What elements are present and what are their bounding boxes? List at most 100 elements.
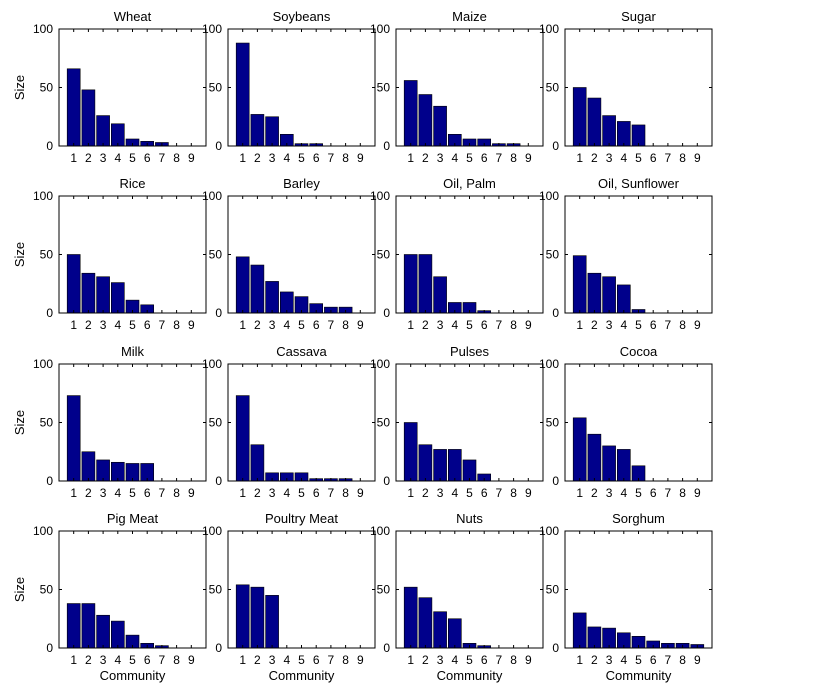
x-tick-label: 5 <box>298 486 305 500</box>
axes-box <box>58 195 207 314</box>
subplot-maize: Maize 1 2 3 4 5 6 7 8 9 0 50 100 <box>370 9 544 165</box>
x-tick-label: 9 <box>357 151 364 165</box>
x-tick-label: 7 <box>159 486 166 500</box>
y-tick-label: 100 <box>370 189 390 203</box>
chart-title: Soybeans <box>273 9 331 24</box>
bar <box>433 449 447 482</box>
x-tick-label: 8 <box>510 318 517 332</box>
x-tick-label: 9 <box>694 318 701 332</box>
x-axis-label: Community <box>606 668 672 683</box>
bar <box>81 89 96 147</box>
x-tick-label: 5 <box>129 318 136 332</box>
chart-title: Pulses <box>450 344 490 359</box>
x-tick-label: 8 <box>510 151 517 165</box>
x-tick-label: 1 <box>239 318 246 332</box>
y-tick-label: 100 <box>539 524 559 538</box>
bar <box>418 597 433 649</box>
y-tick-label: 100 <box>33 524 53 538</box>
y-tick-label: 0 <box>46 306 53 320</box>
x-tick-label: 2 <box>591 653 598 667</box>
bar <box>81 603 96 649</box>
x-tick-label: 5 <box>635 151 642 165</box>
y-tick-label: 50 <box>209 416 223 430</box>
x-tick-label: 4 <box>620 486 627 500</box>
bar <box>66 395 81 482</box>
x-tick-label: 7 <box>496 318 503 332</box>
chart-title: Cassava <box>276 344 327 359</box>
x-tick-label: 6 <box>481 653 488 667</box>
chart-title: Pig Meat <box>107 511 159 526</box>
x-tick-label: 6 <box>481 486 488 500</box>
subplot-oil-sunflower: Oil, Sunflower 1 2 3 4 5 6 7 8 9 0 50 100 <box>539 176 713 332</box>
chart-title: Wheat <box>114 9 152 24</box>
x-tick-label: 5 <box>635 653 642 667</box>
y-tick-label: 0 <box>46 139 53 153</box>
x-tick-label: 3 <box>269 151 276 165</box>
subplot-poultry-meat: Poultry Meat 1 2 3 4 5 6 7 8 9 0 50 100 Community <box>202 511 376 683</box>
bar <box>250 586 265 649</box>
bar <box>587 97 602 147</box>
x-tick-label: 7 <box>496 653 503 667</box>
y-tick-label: 0 <box>552 474 559 488</box>
y-tick-label: 50 <box>546 583 560 597</box>
bar <box>111 282 125 314</box>
x-tick-label: 4 <box>451 653 458 667</box>
subplot-oil-palm: Oil, Palm 1 2 3 4 5 6 7 8 9 0 50 100 <box>370 176 544 332</box>
x-tick-label: 7 <box>328 151 335 165</box>
y-tick-label: 50 <box>209 81 223 95</box>
x-tick-label: 4 <box>283 653 290 667</box>
y-tick-label: 50 <box>209 248 223 262</box>
bar <box>433 611 447 649</box>
bar <box>587 433 602 482</box>
bar <box>418 444 433 482</box>
x-tick-label: 2 <box>85 318 92 332</box>
bar <box>602 276 616 314</box>
bar <box>250 264 265 314</box>
y-tick-label: 100 <box>202 524 222 538</box>
chart-title: Maize <box>452 9 487 24</box>
x-tick-label: 1 <box>70 151 77 165</box>
x-tick-label: 1 <box>239 486 246 500</box>
x-tick-label: 9 <box>525 318 532 332</box>
bar <box>587 272 602 314</box>
x-tick-label: 3 <box>100 653 107 667</box>
x-tick-label: 7 <box>328 318 335 332</box>
axes-box <box>395 195 544 314</box>
subplot-pig-meat: Pig Meat 1 2 3 4 5 6 7 8 9 0 50 100 Size Community <box>12 511 207 683</box>
x-tick-label: 9 <box>694 486 701 500</box>
x-tick-label: 6 <box>650 653 657 667</box>
y-tick-label: 0 <box>383 139 390 153</box>
bar <box>235 584 250 649</box>
x-tick-label: 7 <box>665 653 672 667</box>
x-tick-label: 9 <box>357 318 364 332</box>
y-tick-label: 50 <box>546 416 560 430</box>
x-tick-label: 3 <box>437 486 444 500</box>
x-tick-label: 3 <box>437 151 444 165</box>
x-tick-label: 4 <box>620 653 627 667</box>
y-axis-label: Size <box>12 410 27 435</box>
x-tick-label: 4 <box>283 151 290 165</box>
x-tick-label: 6 <box>650 486 657 500</box>
y-tick-label: 100 <box>33 22 53 36</box>
chart-title: Nuts <box>456 511 483 526</box>
x-tick-label: 4 <box>620 151 627 165</box>
x-tick-label: 5 <box>466 653 473 667</box>
x-tick-label: 1 <box>576 151 583 165</box>
x-tick-label: 7 <box>665 151 672 165</box>
x-tick-label: 8 <box>679 486 686 500</box>
x-tick-label: 8 <box>342 486 349 500</box>
x-tick-label: 7 <box>665 318 672 332</box>
subplot-wheat: Wheat 1 2 3 4 5 6 7 8 9 0 50 100 Size <box>12 9 207 165</box>
x-tick-label: 5 <box>298 653 305 667</box>
bar <box>587 626 602 649</box>
y-tick-label: 0 <box>383 474 390 488</box>
x-tick-label: 6 <box>313 486 320 500</box>
subplot-nuts: Nuts 1 2 3 4 5 6 7 8 9 0 50 100 Community <box>370 511 544 683</box>
y-tick-label: 50 <box>377 583 391 597</box>
x-tick-label: 3 <box>437 653 444 667</box>
axes-box <box>58 28 207 147</box>
x-tick-label: 3 <box>100 151 107 165</box>
bar <box>265 116 279 147</box>
x-tick-label: 8 <box>510 486 517 500</box>
